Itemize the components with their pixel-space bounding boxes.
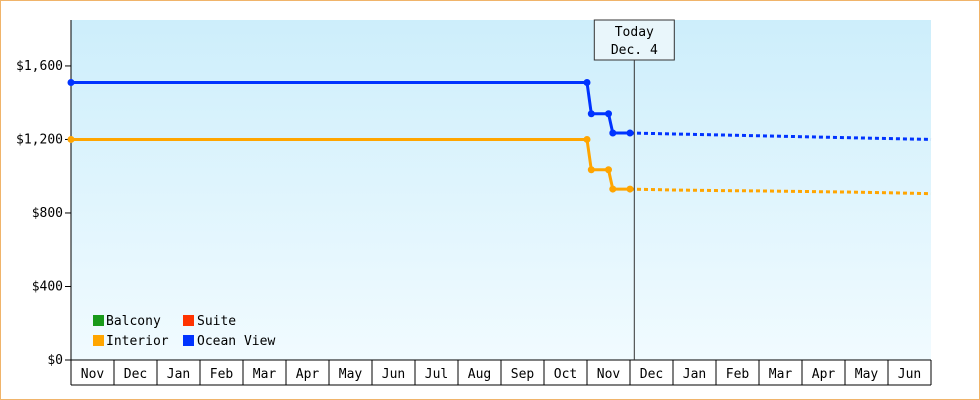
x-tick-label: Feb — [210, 367, 234, 382]
data-point-interior[interactable] — [67, 135, 75, 143]
x-tick-label: Jan — [167, 367, 190, 382]
x-tick-label: May — [339, 367, 363, 382]
y-tick-label: $800 — [32, 206, 63, 221]
legend-label-suite: Suite — [197, 314, 236, 329]
today-date-label: Dec. 4 — [611, 43, 658, 58]
x-axis: Nov Dec Jan Feb Mar Apr May Jun Jul Aug Sep Oct Nov D… — [65, 359, 932, 386]
x-tick-label: Oct — [554, 367, 577, 382]
x-tick-label: Aug — [468, 367, 491, 382]
x-tick-label: Dec — [640, 367, 663, 382]
legend-swatch-balcony — [93, 315, 104, 326]
x-tick-label: Apr — [812, 367, 836, 382]
x-tick-label: Dec — [124, 367, 147, 382]
data-point-interior[interactable] — [605, 166, 612, 174]
series-layer — [67, 78, 932, 196]
data-point-interior[interactable] — [609, 185, 617, 193]
x-tick-label: Nov — [597, 367, 621, 382]
x-tick-label: Sep — [511, 367, 535, 382]
data-point-ocean-view[interactable] — [583, 78, 591, 86]
data-point-interior[interactable] — [626, 185, 634, 193]
today-marker: Today Dec. 4 — [593, 19, 675, 360]
x-tick-label: Mar — [253, 367, 277, 382]
legend-swatch-suite — [183, 315, 194, 326]
y-tick-label: $0 — [47, 353, 63, 368]
legend-swatch-ocean-view — [183, 335, 194, 346]
y-tick-label: $1,600 — [16, 59, 63, 74]
legend-label-ocean-view: Ocean View — [197, 334, 275, 349]
y-axis: $0 $400 $800 $1,200 $1,600 — [16, 20, 72, 368]
data-point-ocean-view[interactable] — [609, 129, 617, 137]
x-tick-label: Jun — [382, 367, 405, 382]
x-tick-label: Apr — [296, 367, 320, 382]
series-forecast-ocean-view — [629, 131, 932, 141]
legend: Balcony Suite Interior Ocean View — [93, 314, 275, 349]
x-tick-label: Feb — [726, 367, 750, 382]
today-label: Today — [615, 25, 654, 40]
legend-label-balcony: Balcony — [106, 314, 161, 329]
data-point-ocean-view[interactable] — [587, 110, 595, 118]
today-box — [593, 19, 675, 61]
data-point-ocean-view[interactable] — [626, 129, 634, 137]
x-tick-label: Jul — [425, 367, 448, 382]
legend-swatch-interior — [93, 335, 104, 346]
data-point-interior[interactable] — [587, 166, 595, 174]
x-tick-label: Mar — [769, 367, 793, 382]
data-point-interior[interactable] — [583, 135, 591, 143]
x-tick-label: Jun — [898, 367, 921, 382]
x-tick-label: Jan — [683, 367, 706, 382]
x-tick-label: May — [855, 367, 879, 382]
data-point-ocean-view[interactable] — [605, 110, 612, 118]
x-tick-label: Nov — [81, 367, 105, 382]
y-tick-label: $400 — [32, 279, 63, 294]
legend-label-interior: Interior — [106, 334, 169, 349]
series-forecast-interior — [629, 187, 932, 196]
data-point-ocean-view[interactable] — [67, 78, 75, 86]
y-tick-label: $1,200 — [16, 132, 63, 147]
